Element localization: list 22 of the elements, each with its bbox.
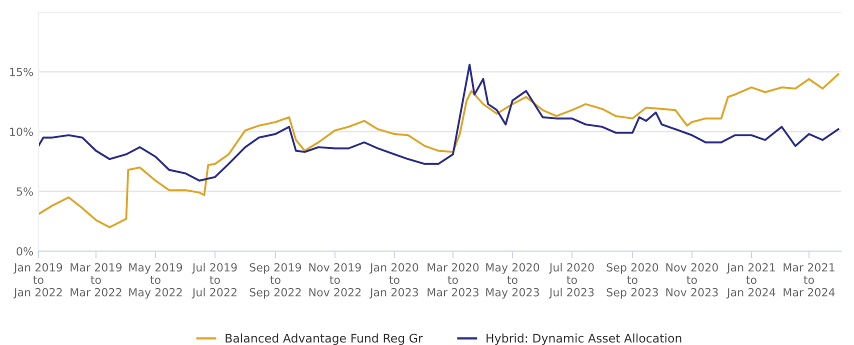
y-tick-label: 15%	[10, 68, 33, 76]
y-tick-label: 5%	[16, 187, 33, 196]
x-tick-label: Nov 2019 to Nov 2022	[309, 263, 361, 296]
x-tick-label: Sep 2019 to Sep 2022	[250, 263, 302, 299]
y-tick-label: 0%	[16, 247, 33, 256]
x-tick-label: Jul 2019 to Jul 2022	[192, 262, 237, 299]
legend-label: Balanced Advantage Fund Reg Gr	[226, 334, 423, 345]
x-tick-label: Nov 2020 to Nov 2023	[666, 263, 718, 296]
x-tick-label: May 2020 to May 2023	[486, 263, 540, 299]
x-tick-label: May 2019 to May 2022	[129, 263, 182, 299]
legend-label: Hybrid: Dynamic Asset Allocation	[486, 334, 682, 345]
x-tick-label: Sep 2020 to Sep 2023	[606, 263, 658, 299]
x-tick-label: Jan 2020 to Jan 2023	[369, 263, 418, 299]
y-tick-label: 10%	[10, 128, 33, 136]
x-tick-label: Jul 2020 to Jul 2023	[548, 262, 594, 299]
x-tick-label: Mar 2019 to Mar 2022	[70, 263, 122, 296]
x-tick-label: Jan 2019 to Jan 2022	[13, 263, 62, 299]
line-series	[38, 64, 840, 182]
line-series	[38, 73, 840, 228]
x-tick-label: Mar 2021 to Mar 2024	[784, 263, 835, 296]
x-tick-label: Jan 2021 to Jan 2024	[726, 263, 776, 299]
x-tick-label: Mar 2020 to Mar 2023	[428, 263, 479, 296]
